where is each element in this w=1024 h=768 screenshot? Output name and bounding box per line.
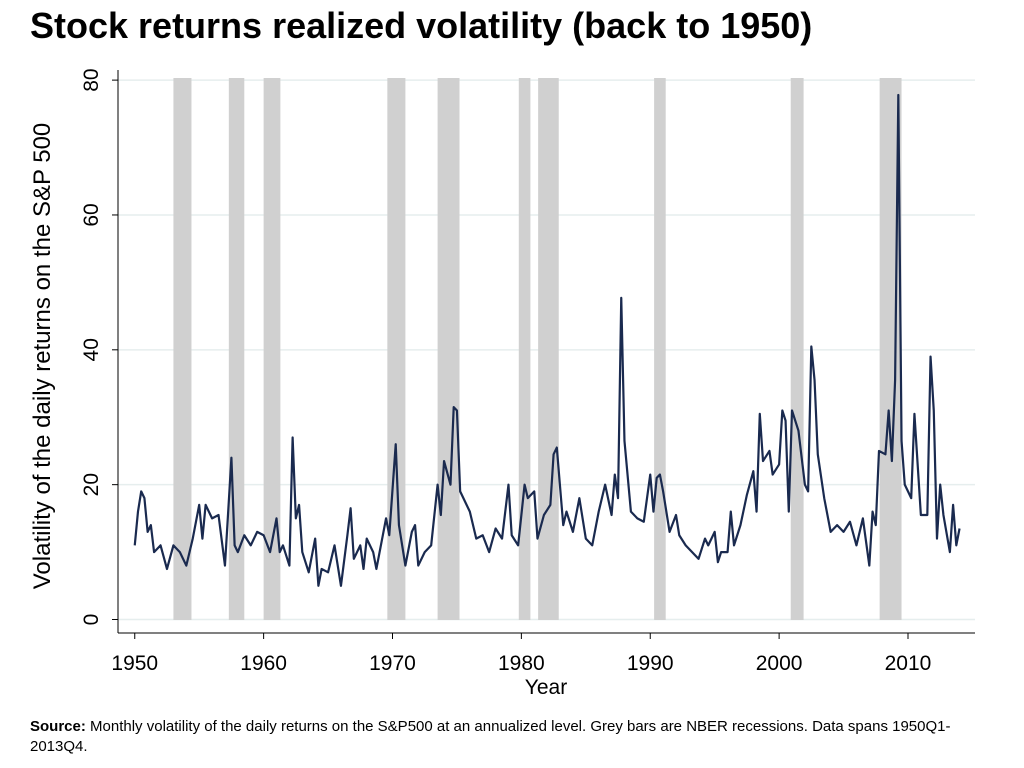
x-tick-label: 1980 [498, 652, 545, 675]
source-note: Source: Monthly volatility of the daily … [30, 717, 980, 757]
x-tick-label: 2000 [756, 652, 803, 675]
x-tick-label: 2010 [885, 652, 932, 675]
y-axis-title: Volatility of the daily returns on the S… [29, 123, 56, 590]
recession-band [263, 78, 281, 620]
source-text: Monthly volatility of the daily returns … [30, 718, 951, 755]
chart-title: Stock returns realized volatility (back … [30, 5, 812, 46]
recession-band [437, 78, 460, 620]
recession-band [654, 78, 666, 620]
y-tick-label: 40 [80, 338, 103, 361]
y-tick-label: 60 [80, 203, 103, 226]
x-tick-label: 1950 [111, 652, 158, 675]
recession-band [790, 78, 804, 620]
x-tick-label: 1960 [240, 652, 287, 675]
recession-band [173, 78, 192, 620]
x-tick-label: 1970 [369, 652, 416, 675]
chart: Stock returns realized volatility (back … [29, 5, 975, 699]
x-axis-title: Year [525, 676, 567, 699]
y-tick-label: 20 [80, 473, 103, 496]
y-tick-label: 0 [80, 614, 103, 626]
recession-band [518, 78, 531, 620]
recession-band [538, 78, 559, 620]
x-tick-label: 1990 [627, 652, 674, 675]
series-line [133, 93, 961, 587]
recession-band [387, 78, 406, 620]
y-tick-label: 80 [80, 68, 103, 91]
source-label: Source: [30, 718, 86, 735]
